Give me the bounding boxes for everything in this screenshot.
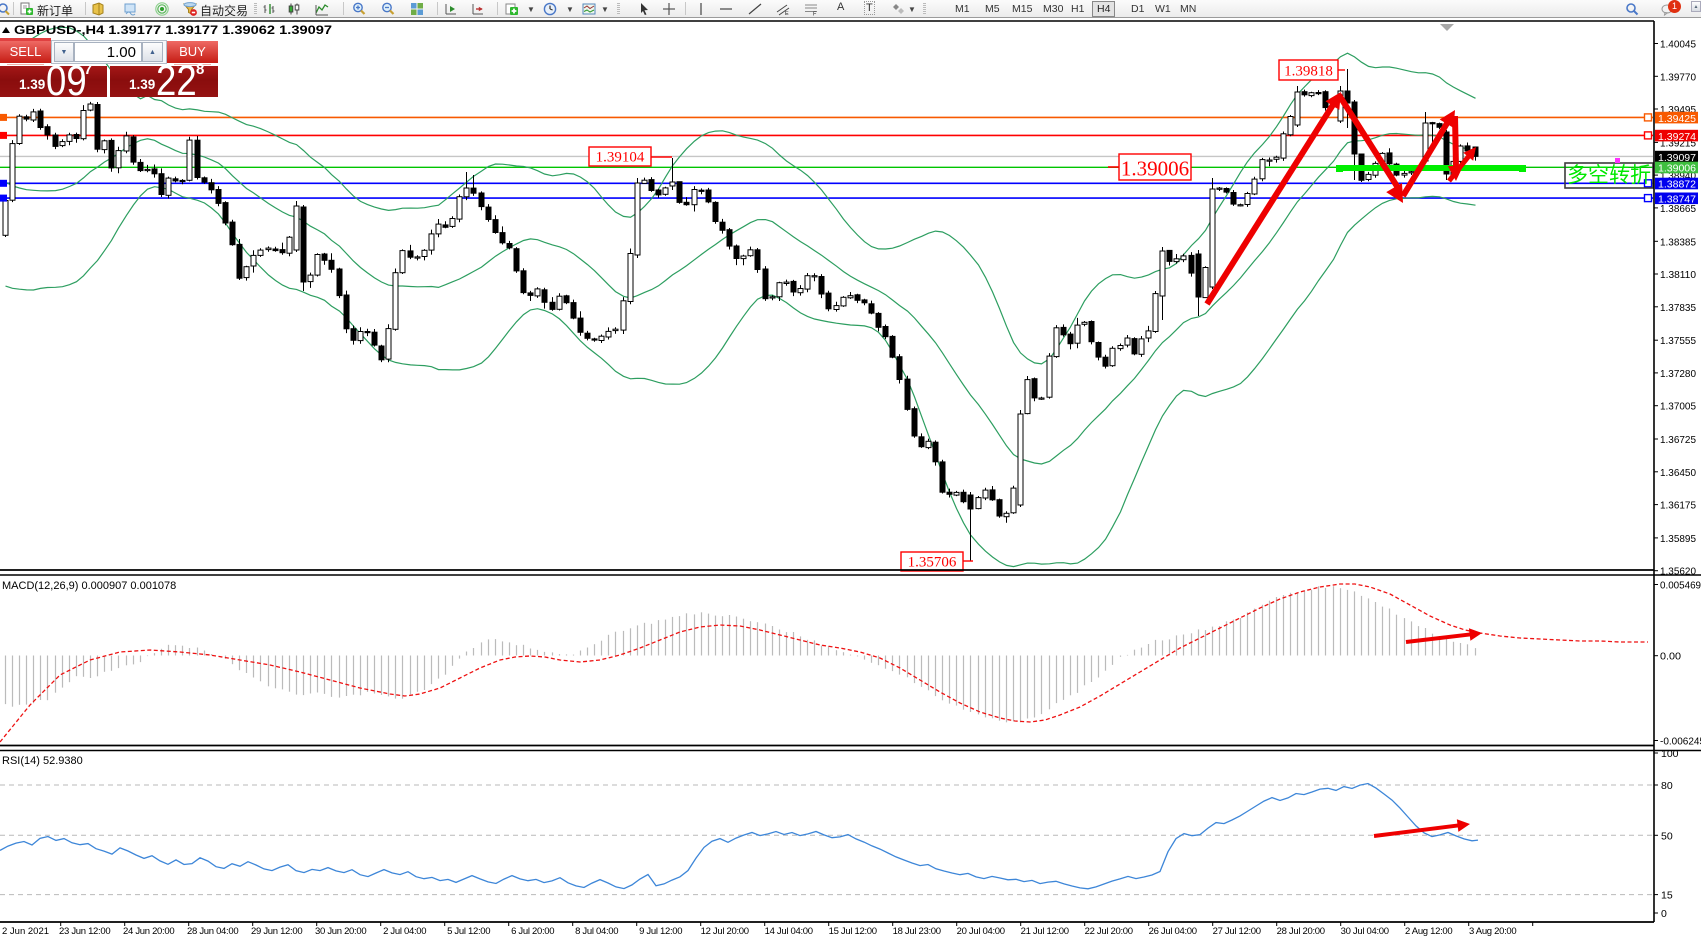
svg-text:0.00: 0.00 — [1660, 651, 1681, 663]
svg-text:1.37555: 1.37555 — [1660, 335, 1696, 347]
svg-text:100: 100 — [1661, 748, 1679, 760]
svg-text:1.39770: 1.39770 — [1660, 71, 1696, 83]
svg-text:GBPUSD-,H4 1.39177 1.39177 1.: GBPUSD-,H4 1.39177 1.39177 1.39062 1.390… — [14, 23, 332, 37]
svg-text:-0.006245: -0.006245 — [1660, 736, 1701, 748]
svg-text:26 Jul 04:00: 26 Jul 04:00 — [1149, 926, 1197, 937]
svg-text:1.35620: 1.35620 — [1660, 566, 1696, 578]
svg-text:E: E — [785, 11, 789, 16]
svg-text:1.36725: 1.36725 — [1660, 434, 1696, 446]
svg-text:1.37280: 1.37280 — [1660, 368, 1696, 380]
svg-text:1.39104: 1.39104 — [596, 150, 645, 166]
svg-text:2 Jul 04:00: 2 Jul 04:00 — [383, 926, 426, 937]
svg-text:15 Jul 12:00: 15 Jul 12:00 — [829, 926, 877, 937]
svg-text:2 Jun 2021: 2 Jun 2021 — [2, 926, 49, 937]
svg-text:1.38665: 1.38665 — [1660, 203, 1696, 215]
svg-text:3 Aug 20:00: 3 Aug 20:00 — [1469, 926, 1516, 937]
svg-text:MACD(12,26,9) 0.000907 0.00107: MACD(12,26,9) 0.000907 0.001078 — [2, 580, 176, 592]
svg-text:RSI(14) 52.9380: RSI(14) 52.9380 — [2, 755, 83, 767]
svg-text:27 Jul 12:00: 27 Jul 12:00 — [1213, 926, 1261, 937]
svg-text:12 Jul 20:00: 12 Jul 20:00 — [701, 926, 749, 937]
svg-text:14 Jul 04:00: 14 Jul 04:00 — [765, 926, 813, 937]
svg-text:0.005469: 0.005469 — [1660, 580, 1701, 592]
svg-text:1.37005: 1.37005 — [1660, 401, 1696, 413]
svg-text:1.36175: 1.36175 — [1660, 500, 1696, 512]
svg-text:1.38110: 1.38110 — [1660, 269, 1696, 281]
svg-text:1.36450: 1.36450 — [1660, 467, 1696, 479]
svg-text:22 Jul 20:00: 22 Jul 20:00 — [1085, 926, 1133, 937]
svg-text:F: F — [813, 12, 817, 17]
svg-text:多空转折: 多空转折 — [1567, 164, 1651, 187]
svg-text:1.39006: 1.39006 — [1121, 157, 1189, 181]
svg-text:1.39097: 1.39097 — [1658, 152, 1696, 164]
svg-text:5 Jul 12:00: 5 Jul 12:00 — [447, 926, 490, 937]
svg-text:0: 0 — [1661, 908, 1667, 920]
svg-text:1.38385: 1.38385 — [1660, 236, 1696, 248]
svg-text:24 Jun 20:00: 24 Jun 20:00 — [123, 926, 174, 937]
svg-text:18 Jul 23:00: 18 Jul 23:00 — [893, 926, 941, 937]
svg-text:50: 50 — [1661, 830, 1673, 842]
svg-text:6 Jul 20:00: 6 Jul 20:00 — [511, 926, 554, 937]
svg-text:28 Jul 20:00: 28 Jul 20:00 — [1277, 926, 1325, 937]
svg-text:30 Jun 20:00: 30 Jun 20:00 — [315, 926, 366, 937]
svg-text:20 Jul 04:00: 20 Jul 04:00 — [957, 926, 1005, 937]
svg-text:9 Jul 12:00: 9 Jul 12:00 — [639, 926, 682, 937]
svg-text:2 Aug 12:00: 2 Aug 12:00 — [1405, 926, 1452, 937]
svg-text:1.39274: 1.39274 — [1658, 131, 1696, 143]
svg-text:1.38872: 1.38872 — [1658, 179, 1696, 191]
svg-text:1.39425: 1.39425 — [1658, 113, 1696, 125]
svg-text:1.39818: 1.39818 — [1284, 64, 1333, 80]
svg-text:1.35706: 1.35706 — [908, 555, 957, 571]
svg-text:21 Jul 12:00: 21 Jul 12:00 — [1021, 926, 1069, 937]
svg-text:1.37835: 1.37835 — [1660, 302, 1696, 314]
svg-text:1.38747: 1.38747 — [1658, 194, 1696, 206]
svg-text:1.35895: 1.35895 — [1660, 533, 1696, 545]
svg-text:8 Jul 04:00: 8 Jul 04:00 — [575, 926, 618, 937]
svg-text:28 Jun 04:00: 28 Jun 04:00 — [187, 926, 238, 937]
svg-text:23 Jun 12:00: 23 Jun 12:00 — [59, 926, 110, 937]
svg-text:15: 15 — [1661, 890, 1673, 902]
svg-text:1.39006: 1.39006 — [1658, 163, 1696, 175]
svg-text:80: 80 — [1661, 780, 1673, 792]
svg-text:1.40045: 1.40045 — [1660, 39, 1696, 51]
svg-text:30 Jul 04:00: 30 Jul 04:00 — [1341, 926, 1389, 937]
svg-text:29 Jun 12:00: 29 Jun 12:00 — [251, 926, 302, 937]
